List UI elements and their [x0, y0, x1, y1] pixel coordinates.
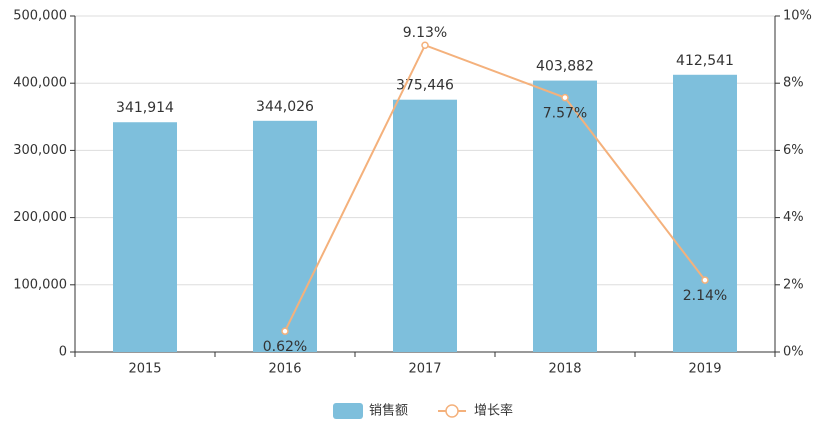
- line-value-label: 0.62%: [263, 339, 307, 355]
- line: [284, 43, 706, 332]
- x-tick-label: 2018: [548, 362, 581, 377]
- line-point: [281, 327, 289, 335]
- y-tick-label: 100,000: [13, 277, 67, 292]
- line-value-label: 2.14%: [683, 288, 727, 304]
- y-tick-label: 0: [59, 345, 67, 360]
- line-value-label: 7.57%: [543, 106, 587, 122]
- bar: [253, 120, 317, 352]
- legend-symbol: [333, 403, 363, 419]
- y-tick-label: 500,000: [13, 9, 67, 24]
- line-point: [421, 41, 429, 49]
- x-tick-label: 2015: [128, 362, 161, 377]
- bar: [673, 74, 737, 352]
- y-tick-label: 400,000: [13, 76, 67, 91]
- line-point: [561, 93, 569, 102]
- x-tick-label: 2019: [688, 362, 721, 377]
- legend-label: 销售额: [369, 403, 408, 419]
- y2-tick-label: 0%: [783, 345, 804, 360]
- bar-value-label: 375,446: [396, 78, 454, 94]
- line-point: [701, 276, 709, 284]
- bar-value-label: 403,882: [536, 59, 594, 75]
- y2-tick-label: 8%: [783, 76, 804, 91]
- bar: [393, 99, 457, 352]
- x-tick-label: 2016: [268, 362, 301, 377]
- y2-tick-label: 6%: [783, 143, 804, 158]
- y2-tick-label: 10%: [783, 9, 812, 24]
- legend-symbol: [445, 404, 459, 418]
- bar-value-label: 412,541: [676, 53, 734, 69]
- bar-value-label: 344,026: [256, 99, 314, 115]
- y2-tick-label: 2%: [783, 277, 804, 292]
- x-tick-label: 2017: [408, 362, 441, 377]
- bar-value-label: 341,914: [116, 100, 174, 116]
- line-value-label: 9.13%: [403, 25, 447, 41]
- y-tick-label: 300,000: [13, 143, 67, 158]
- y2-tick-label: 4%: [783, 210, 804, 225]
- legend-label: 增长率: [474, 403, 513, 419]
- bar: [113, 122, 177, 352]
- y-tick-label: 200,000: [13, 210, 67, 225]
